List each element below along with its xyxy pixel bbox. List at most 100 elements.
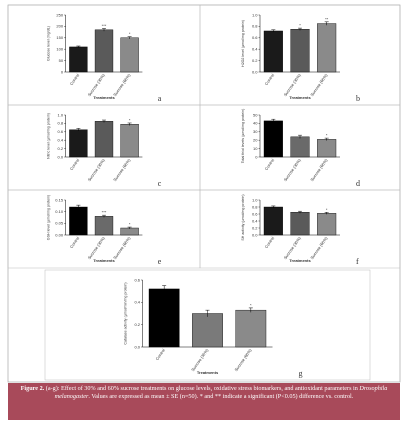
y-tick-label: 0.0 [134, 344, 140, 349]
x-axis-label: Treatments [93, 95, 115, 100]
bar [120, 227, 139, 236]
y-tick-label: 20 [253, 138, 258, 143]
x-tick-label: Sucrose (60%) [233, 347, 253, 372]
bar [148, 288, 180, 348]
bar [69, 46, 88, 73]
panel-letter: d [356, 179, 360, 188]
y-tick-label: 0.15 [55, 197, 64, 202]
significance: * [326, 133, 328, 138]
bar [317, 139, 337, 158]
y-axis-label: H2O2 level (µmol/mg protein) [241, 20, 245, 67]
y-tick-label: 0.8 [58, 121, 64, 126]
x-axis-label: Treatments [93, 258, 115, 263]
y-tick-label: 0.4 [252, 47, 258, 52]
x-tick-label: Sucrose (30%) [283, 235, 303, 260]
y-tick-label: 250 [56, 12, 63, 17]
bar [290, 212, 310, 236]
x-tick-label: Sucrose (30%) [87, 235, 107, 260]
y-axis-label: Glucose level (mg/dL) [47, 26, 51, 61]
y-tick-label: 10 [253, 146, 258, 151]
x-tick-label: Control [69, 236, 81, 250]
x-tick-label: Sucrose (60%) [112, 72, 132, 97]
y-axis-label: SH activity (µmol/mg protein) [241, 194, 245, 240]
y-tick-label: 50 [253, 112, 258, 117]
panel-border [199, 189, 401, 269]
bar [94, 121, 114, 158]
y-tick-label: 0.4 [58, 138, 64, 143]
y-tick-label: 0.05 [55, 221, 64, 226]
significance: ** [325, 16, 329, 21]
significance: * [250, 302, 252, 307]
x-tick-label: Sucrose (60%) [309, 235, 329, 260]
significance: * [299, 23, 301, 28]
y-tick-label: 0.0 [252, 232, 258, 237]
x-tick-label: Sucrose (30%) [283, 72, 303, 97]
caption-label: Figure 2. [20, 385, 45, 392]
bar [263, 206, 283, 236]
y-tick-label: 100 [56, 47, 63, 52]
panel-letter: f [356, 257, 359, 266]
bar [263, 30, 283, 73]
y-tick-label: 0.2 [134, 322, 140, 327]
y-tick-label: 0.2 [252, 58, 258, 63]
caption-species: Drosophila melanogaster [54, 385, 388, 400]
x-tick-label: Sucrose (60%) [112, 157, 132, 182]
panel-letter: b [356, 94, 360, 103]
x-tick-label: Sucrose (30%) [87, 157, 107, 182]
bar [290, 136, 310, 158]
y-tick-label: 0.6 [252, 35, 258, 40]
bar [94, 29, 114, 73]
y-tick-label: 0.8 [252, 204, 258, 209]
significance: *** [102, 23, 107, 28]
x-tick-label: Control [264, 158, 276, 172]
y-axis-label: Total thiol levels (µmol/mg protein) [241, 109, 245, 164]
y-tick-label: 0.6 [252, 211, 258, 216]
y-tick-label: 0.8 [252, 24, 258, 29]
significance: * [129, 117, 131, 122]
bar [290, 29, 310, 73]
bar [120, 124, 139, 158]
x-axis-label: Treatments [197, 370, 219, 375]
significance: * [129, 222, 131, 227]
x-axis-label: Treatments [289, 258, 311, 263]
bar [94, 216, 114, 236]
panel-letter: c [158, 179, 162, 188]
y-axis-label: GSH level (µmol/mg protein) [47, 195, 51, 240]
y-tick-label: 30 [253, 129, 258, 134]
x-tick-label: Control [69, 73, 81, 87]
bar [235, 309, 267, 348]
y-tick-label: 0.6 [134, 277, 140, 282]
y-tick-label: 1.0 [252, 197, 258, 202]
y-tick-label: 0 [61, 69, 64, 74]
x-tick-label: Control [264, 73, 276, 87]
x-tick-label: Sucrose (30%) [190, 347, 210, 372]
y-tick-label: 0.0 [252, 69, 258, 74]
y-tick-label: 1.0 [252, 12, 258, 17]
y-tick-label: 50 [59, 58, 64, 63]
bar [69, 129, 88, 158]
y-tick-label: 0.10 [55, 209, 64, 214]
x-tick-label: Sucrose (30%) [87, 72, 107, 97]
y-tick-label: 1.0 [58, 112, 64, 117]
y-tick-label: 0.0 [58, 154, 64, 159]
x-tick-label: Sucrose (60%) [309, 72, 329, 97]
y-tick-label: 0.00 [55, 232, 64, 237]
bar [69, 206, 88, 236]
panel-letter: g [299, 369, 303, 378]
y-tick-label: 0.6 [58, 129, 64, 134]
y-tick-label: 0 [255, 154, 258, 159]
caption-text: . Values are expressed as mean ± SE (n=5… [88, 393, 354, 400]
bar [120, 37, 139, 73]
bar [317, 213, 337, 236]
x-tick-label: Sucrose (30%) [283, 157, 303, 182]
panel-letter: a [158, 94, 162, 103]
x-axis-label: Treatments [289, 95, 311, 100]
bar [263, 120, 283, 158]
y-tick-label: 200 [56, 24, 63, 29]
y-tick-label: 0.4 [134, 300, 140, 305]
caption-text: (a-g): Effect of 30% and 60% sucrose tre… [44, 385, 360, 392]
x-tick-label: Sucrose (60%) [309, 157, 329, 182]
x-tick-label: Sucrose (60%) [112, 235, 132, 260]
x-tick-label: Control [69, 158, 81, 172]
